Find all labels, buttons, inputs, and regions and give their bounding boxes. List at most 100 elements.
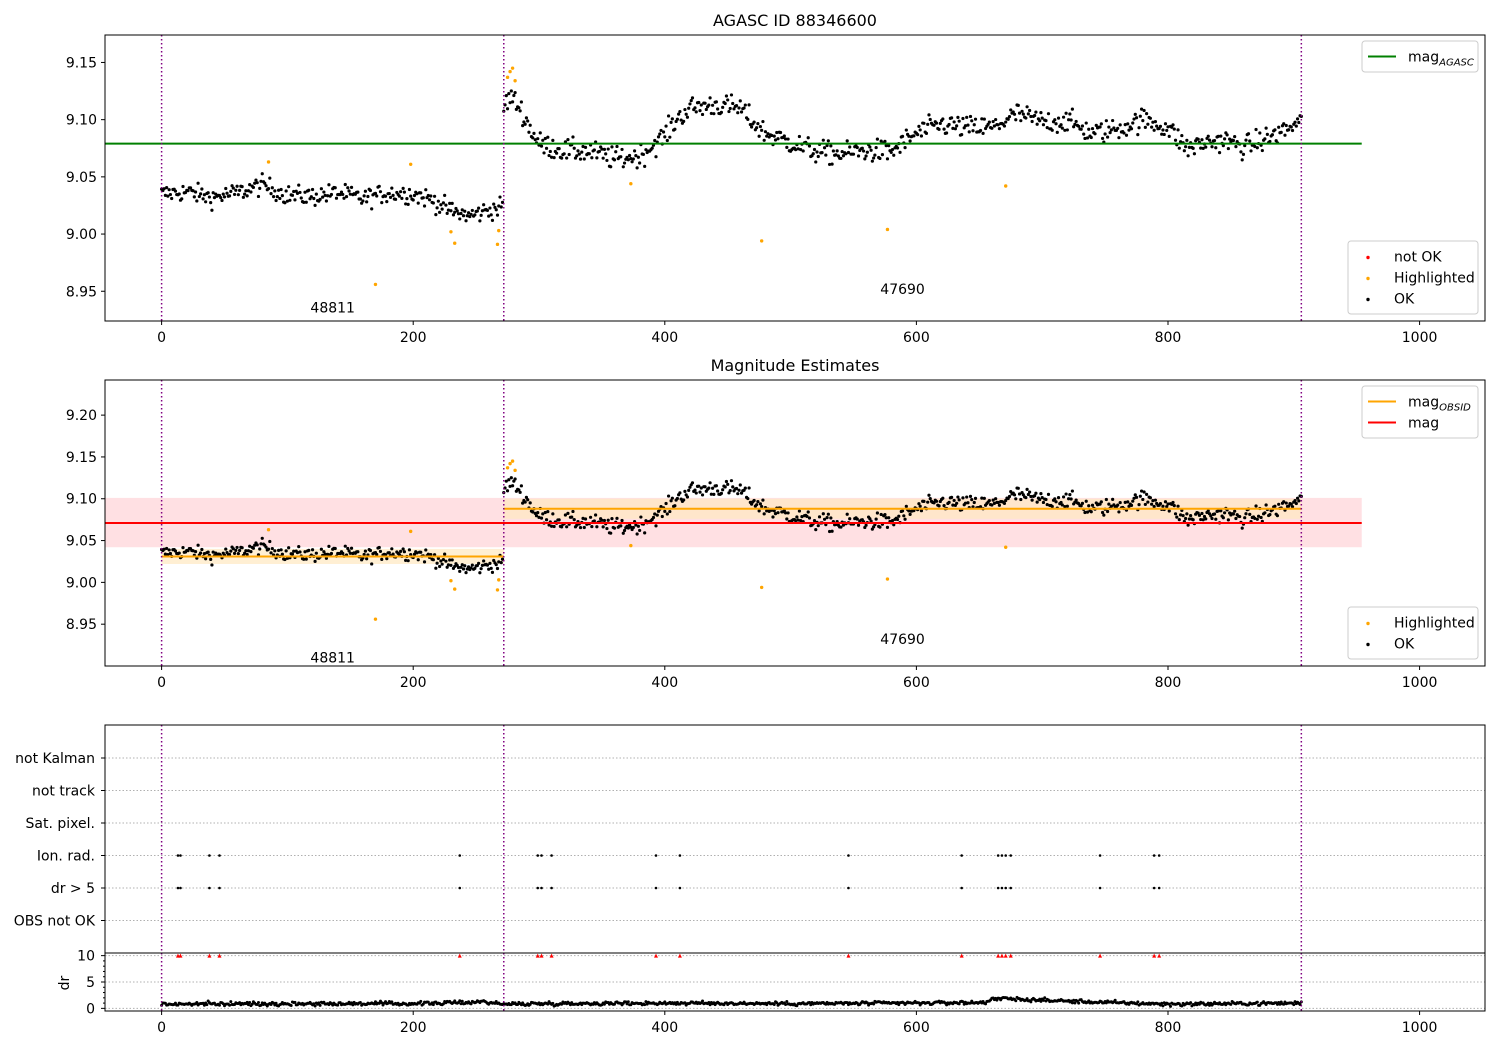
ok-point <box>755 503 759 507</box>
ok-point <box>1034 491 1038 495</box>
dr-point <box>644 1000 648 1004</box>
ok-point <box>235 545 239 550</box>
x-tick-label: 200 <box>400 1020 427 1036</box>
ok-point <box>469 566 473 570</box>
ok-point <box>285 556 290 560</box>
ok-point <box>1006 117 1010 121</box>
ok-point <box>1063 504 1067 509</box>
ok-point <box>971 129 975 133</box>
ok-point <box>572 518 576 522</box>
y-tick-label: 8.95 <box>66 617 97 633</box>
ok-point <box>251 546 256 550</box>
ok-point <box>1241 152 1246 156</box>
ok-point <box>1200 138 1204 142</box>
flag-point <box>208 886 211 890</box>
ok-point <box>1065 128 1069 132</box>
dr-axis-label: dr <box>57 975 73 990</box>
ok-point <box>595 525 599 529</box>
ok-point <box>785 145 789 149</box>
ok-point <box>380 557 384 561</box>
ok-point <box>739 491 744 495</box>
highlighted-point <box>510 459 515 463</box>
ok-point <box>978 505 983 509</box>
ok-point <box>807 144 812 148</box>
dr-point <box>312 1002 316 1006</box>
ok-point <box>546 510 550 514</box>
ok-point <box>749 125 754 129</box>
dr-point <box>205 1003 209 1007</box>
ok-point <box>772 134 776 138</box>
ok-point <box>1254 127 1258 132</box>
ok-point <box>552 524 556 529</box>
ok-point <box>746 117 750 121</box>
ok-point <box>731 101 735 106</box>
x-tick-label: 200 <box>400 675 427 691</box>
ok-point <box>1060 503 1064 507</box>
ok-point <box>743 103 747 107</box>
ok-point <box>1093 132 1097 136</box>
ok-point <box>761 119 765 124</box>
dr-point <box>1189 1001 1193 1005</box>
ok-point <box>797 509 802 513</box>
ok-point <box>1040 116 1044 120</box>
ok-point <box>341 192 345 197</box>
ok-point <box>669 499 673 503</box>
flag-row-label: not Kalman <box>15 751 95 767</box>
ok-point <box>303 550 307 554</box>
ok-point <box>1175 515 1179 519</box>
ok-point <box>732 107 736 111</box>
ok-point <box>1259 515 1263 520</box>
flag-point <box>847 886 850 890</box>
ok-point <box>827 529 832 534</box>
ok-point <box>1016 103 1020 107</box>
ok-point <box>1137 126 1141 130</box>
ok-point <box>1204 145 1208 149</box>
ok-point <box>314 192 318 196</box>
ok-point <box>950 495 954 500</box>
dr-point <box>372 1002 376 1006</box>
ok-point <box>197 194 201 199</box>
ok-point <box>1282 500 1286 504</box>
ok-point <box>270 186 274 190</box>
ok-point <box>1079 127 1083 131</box>
ok-point <box>711 486 715 490</box>
ok-point <box>1139 107 1144 111</box>
ok-point <box>258 547 262 551</box>
ok-point <box>719 110 724 114</box>
ok-point <box>917 124 921 128</box>
ok-point <box>972 123 976 127</box>
ok-point <box>1034 110 1038 114</box>
ok-point <box>829 144 833 148</box>
ok-point <box>856 523 861 527</box>
ok-point <box>451 213 456 217</box>
ok-point <box>1065 504 1069 508</box>
ok-point <box>449 563 453 567</box>
ok-point <box>629 525 633 529</box>
ok-point <box>1026 112 1030 116</box>
ok-point <box>902 514 906 518</box>
ok-point <box>1029 114 1033 119</box>
ok-point <box>1294 501 1298 506</box>
ok-point <box>670 496 674 500</box>
ok-point <box>1186 154 1190 158</box>
ok-point <box>1102 513 1106 517</box>
ok-point <box>1016 486 1020 490</box>
highlighted-point <box>513 79 517 83</box>
ok-point <box>606 518 610 522</box>
ok-point <box>703 485 707 489</box>
ok-point <box>677 112 681 116</box>
ok-point <box>434 566 438 570</box>
ok-point <box>1109 504 1113 508</box>
ok-point <box>708 96 712 100</box>
flag-point <box>678 854 682 857</box>
ok-point <box>571 509 575 514</box>
ok-point <box>972 500 976 505</box>
ok-point <box>874 517 878 521</box>
ok-point <box>1146 122 1150 126</box>
ok-point <box>970 497 974 502</box>
dr-y-tick-label: 5 <box>86 975 95 991</box>
ok-point <box>1273 504 1277 508</box>
ok-point <box>405 197 409 201</box>
ok-point <box>248 183 252 187</box>
ok-point <box>448 201 452 206</box>
